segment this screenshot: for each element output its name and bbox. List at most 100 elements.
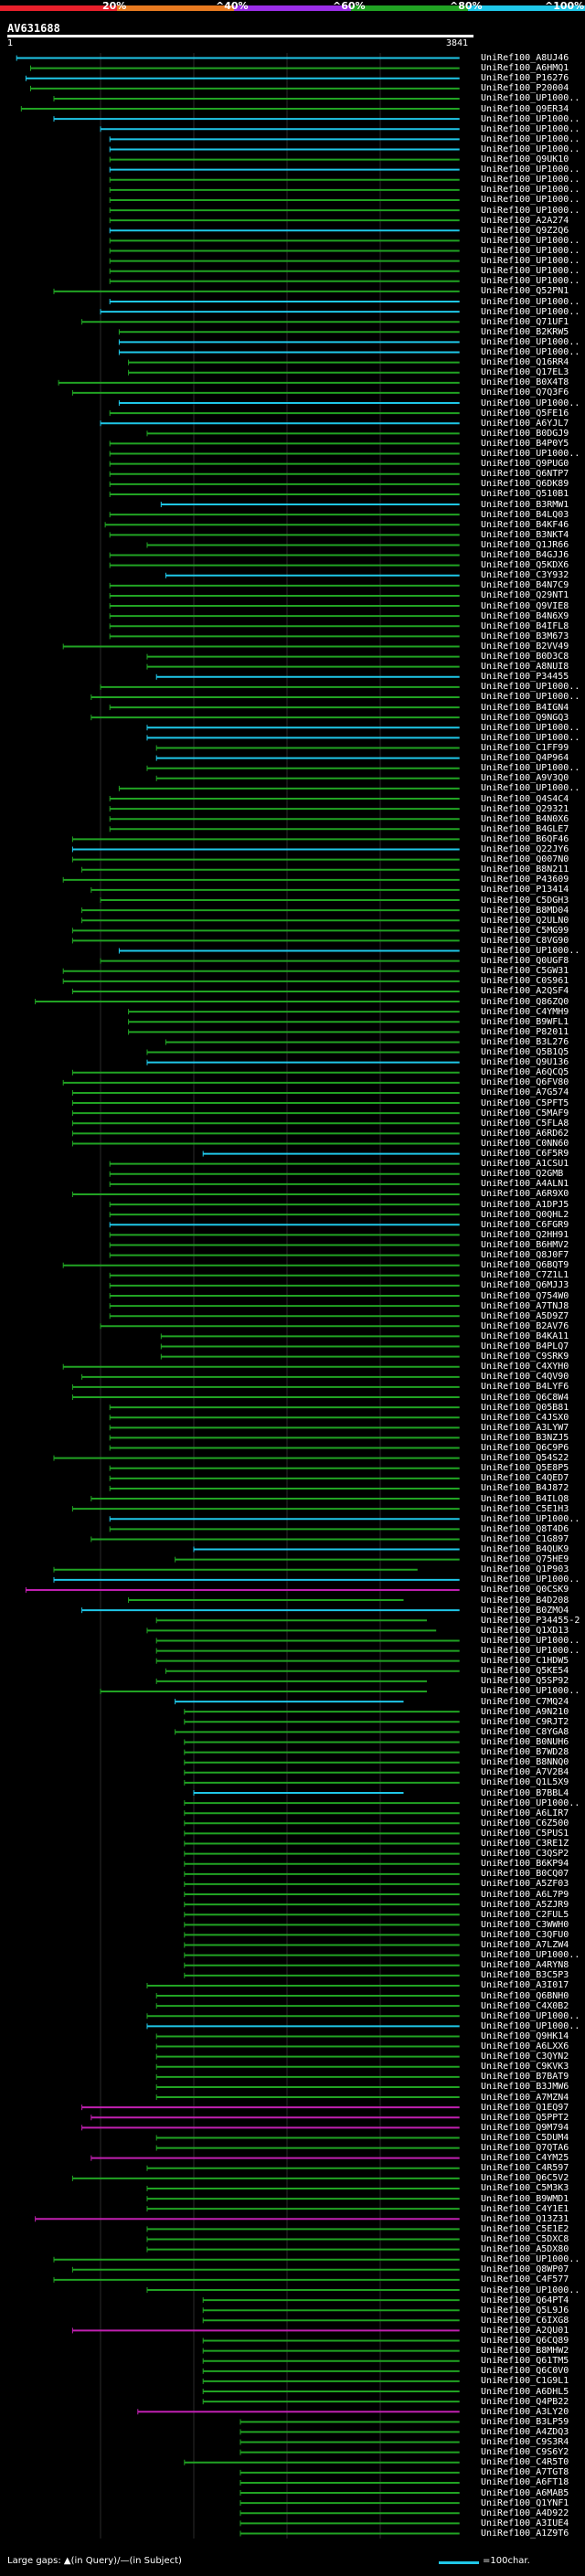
- hit-label[interactable]: UniRef100_Q5FE16: [481, 408, 569, 419]
- hit-label[interactable]: UniRef100_Q9PUG0: [481, 459, 569, 470]
- hit-label[interactable]: UniRef100_C2FUL5: [481, 1909, 569, 1920]
- hit-label[interactable]: UniRef100_UP1000..: [481, 336, 580, 347]
- hit-label[interactable]: UniRef100_Q17EL3: [481, 367, 569, 378]
- hit-label[interactable]: UniRef100_A3I017: [481, 1980, 569, 1991]
- hit-label[interactable]: UniRef100_UP1000..: [481, 276, 580, 287]
- hit-label[interactable]: UniRef100_UP1000..: [481, 682, 580, 693]
- hit-label[interactable]: UniRef100_A5DX80: [481, 2244, 569, 2255]
- hit-label[interactable]: UniRef100_P34455-2: [481, 1615, 580, 1626]
- hit-label[interactable]: UniRef100_Q13Z31: [481, 2213, 569, 2224]
- hit-label[interactable]: UniRef100_A2QU01: [481, 2325, 569, 2336]
- hit-label[interactable]: UniRef100_Q9HK14: [481, 2030, 569, 2041]
- hit-label[interactable]: UniRef100_B8MHW2: [481, 2346, 569, 2357]
- hit-label[interactable]: UniRef100_B4QUK9: [481, 1544, 569, 1555]
- hit-label[interactable]: UniRef100_B6HMV2: [481, 1239, 569, 1250]
- hit-label[interactable]: UniRef100_Q4S4C4: [481, 793, 569, 804]
- hit-label[interactable]: UniRef100_Q29321: [481, 803, 569, 814]
- hit-label[interactable]: UniRef100_B2AV76: [481, 1320, 569, 1331]
- hit-label[interactable]: UniRef100_B3NKT4: [481, 529, 569, 540]
- hit-label[interactable]: UniRef100_UP1000..: [481, 1513, 580, 1524]
- hit-label[interactable]: UniRef100_P34455: [481, 672, 569, 683]
- hit-label[interactable]: UniRef100_Q7QTA6: [481, 2143, 569, 2154]
- hit-label[interactable]: UniRef100_B4N0X6: [481, 813, 569, 824]
- hit-label[interactable]: UniRef100_Q1EQ97: [481, 2102, 569, 2113]
- hit-label[interactable]: UniRef100_UP1000..: [481, 296, 580, 307]
- hit-label[interactable]: UniRef100_B3NZJ5: [481, 1432, 569, 1443]
- hit-label[interactable]: UniRef100_A3LYW7: [481, 1422, 569, 1433]
- hit-label[interactable]: UniRef100_B9WFL1: [481, 1016, 569, 1027]
- hit-label[interactable]: UniRef100_P13414: [481, 885, 569, 896]
- hit-label[interactable]: UniRef100_B4ILQ8: [481, 1493, 569, 1504]
- hit-label[interactable]: UniRef100_C1FF99: [481, 742, 569, 753]
- hit-label[interactable]: UniRef100_Q64PT4: [481, 2295, 569, 2306]
- hit-label[interactable]: UniRef100_C9S6Y2: [481, 2447, 569, 2458]
- hit-label[interactable]: UniRef100_B4N6X9: [481, 610, 569, 621]
- hit-label[interactable]: UniRef100_Q5KDX6: [481, 560, 569, 571]
- hit-label[interactable]: UniRef100_Q52PN1: [481, 286, 569, 297]
- hit-label[interactable]: UniRef100_C7Z1L1: [481, 1270, 569, 1281]
- hit-label[interactable]: UniRef100_A7G574: [481, 1087, 569, 1098]
- hit-label[interactable]: UniRef100_UP1000..: [481, 692, 580, 703]
- hit-label[interactable]: UniRef100_B4KF46: [481, 519, 569, 530]
- hit-label[interactable]: UniRef100_Q22JY6: [481, 844, 569, 854]
- hit-label[interactable]: UniRef100_UP1000..: [481, 347, 580, 357]
- hit-label[interactable]: UniRef100_Q9UK10: [481, 154, 569, 165]
- hit-label[interactable]: UniRef100_A6YJL7: [481, 418, 569, 429]
- hit-label[interactable]: UniRef100_Q05B81: [481, 1402, 569, 1413]
- hit-label[interactable]: UniRef100_C3QYN2: [481, 2051, 569, 2062]
- hit-label[interactable]: UniRef100_B6KP94: [481, 1859, 569, 1870]
- hit-label[interactable]: UniRef100_B0DGJ9: [481, 428, 569, 439]
- hit-label[interactable]: UniRef100_Q8WP07: [481, 2264, 569, 2275]
- hit-label[interactable]: UniRef100_UP1000..: [481, 946, 580, 957]
- hit-label[interactable]: UniRef100_C4JSX0: [481, 1412, 569, 1423]
- hit-label[interactable]: UniRef100_UP1000..: [481, 235, 580, 246]
- hit-label[interactable]: UniRef100_A6FT18: [481, 2477, 569, 2488]
- hit-label[interactable]: UniRef100_UP1000..: [481, 1574, 580, 1585]
- hit-label[interactable]: UniRef100_Q8J0F7: [481, 1250, 569, 1261]
- hit-label[interactable]: UniRef100_UP1000..: [481, 1950, 580, 1961]
- hit-label[interactable]: UniRef100_UP1000..: [481, 245, 580, 256]
- hit-label[interactable]: UniRef100_C8VG90: [481, 935, 569, 946]
- hit-label[interactable]: UniRef100_A4D922: [481, 2507, 569, 2518]
- hit-label[interactable]: UniRef100_Q1JR66: [481, 539, 569, 550]
- hit-label[interactable]: UniRef100_C9RJT2: [481, 1716, 569, 1727]
- hit-label[interactable]: UniRef100_B4LQ03: [481, 509, 569, 520]
- hit-label[interactable]: UniRef100_Q1XD13: [481, 1625, 569, 1636]
- hit-label[interactable]: UniRef100_B0NUH6: [481, 1736, 569, 1747]
- hit-label[interactable]: UniRef100_C3Y932: [481, 570, 569, 581]
- hit-label[interactable]: UniRef100_C6IXG8: [481, 2315, 569, 2326]
- hit-label[interactable]: UniRef100_P20004: [481, 83, 569, 94]
- hit-label[interactable]: UniRef100_C9KVK3: [481, 2062, 569, 2072]
- hit-label[interactable]: UniRef100_P82011: [481, 1026, 569, 1037]
- hit-label[interactable]: UniRef100_Q0CSK9: [481, 1585, 569, 1595]
- hit-label[interactable]: UniRef100_B4GLE7: [481, 823, 569, 834]
- hit-label[interactable]: UniRef100_B8NNQ0: [481, 1757, 569, 1768]
- hit-label[interactable]: UniRef100_Q6BNH0: [481, 1990, 569, 2001]
- hit-label[interactable]: UniRef100_A4ZDQ3: [481, 2426, 569, 2437]
- hit-label[interactable]: UniRef100_A3LY20: [481, 2406, 569, 2417]
- hit-label[interactable]: UniRef100_C5MG99: [481, 925, 569, 936]
- hit-label[interactable]: UniRef100_C4YMH9: [481, 1006, 569, 1017]
- hit-label[interactable]: UniRef100_Q6BQT9: [481, 1260, 569, 1271]
- hit-label[interactable]: UniRef100_C6F5R9: [481, 1149, 569, 1160]
- hit-label[interactable]: UniRef100_A8UJ46: [481, 53, 569, 64]
- hit-label[interactable]: UniRef100_B0ZMO4: [481, 1605, 569, 1616]
- hit-label[interactable]: UniRef100_UP1000..: [481, 185, 580, 196]
- hit-label[interactable]: UniRef100_B7WD28: [481, 1747, 569, 1758]
- hit-label[interactable]: UniRef100_Q86ZQ0: [481, 996, 569, 1007]
- hit-label[interactable]: UniRef100_A4RYN8: [481, 1960, 569, 1971]
- hit-label[interactable]: UniRef100_Q6MJJ3: [481, 1280, 569, 1291]
- hit-label[interactable]: UniRef100_C5M3K3: [481, 2183, 569, 2194]
- hit-label[interactable]: UniRef100_Q4P964: [481, 753, 569, 764]
- hit-label[interactable]: UniRef100_Q754W0: [481, 1290, 569, 1301]
- hit-label[interactable]: UniRef100_C1HDW5: [481, 1656, 569, 1667]
- hit-label[interactable]: UniRef100_C0S961: [481, 976, 569, 987]
- hit-label[interactable]: UniRef100_Q5PPT2: [481, 2112, 569, 2123]
- hit-label[interactable]: UniRef100_B4GJJ6: [481, 550, 569, 561]
- hit-label[interactable]: UniRef100_A7V2B4: [481, 1767, 569, 1778]
- hit-label[interactable]: UniRef100_A5ZF03: [481, 1879, 569, 1890]
- hit-label[interactable]: UniRef100_A6RD62: [481, 1128, 569, 1139]
- hit-label[interactable]: UniRef100_UP1000..: [481, 1646, 580, 1657]
- hit-label[interactable]: UniRef100_C5FLA8: [481, 1118, 569, 1129]
- hit-label[interactable]: UniRef100_UP1000..: [481, 1797, 580, 1808]
